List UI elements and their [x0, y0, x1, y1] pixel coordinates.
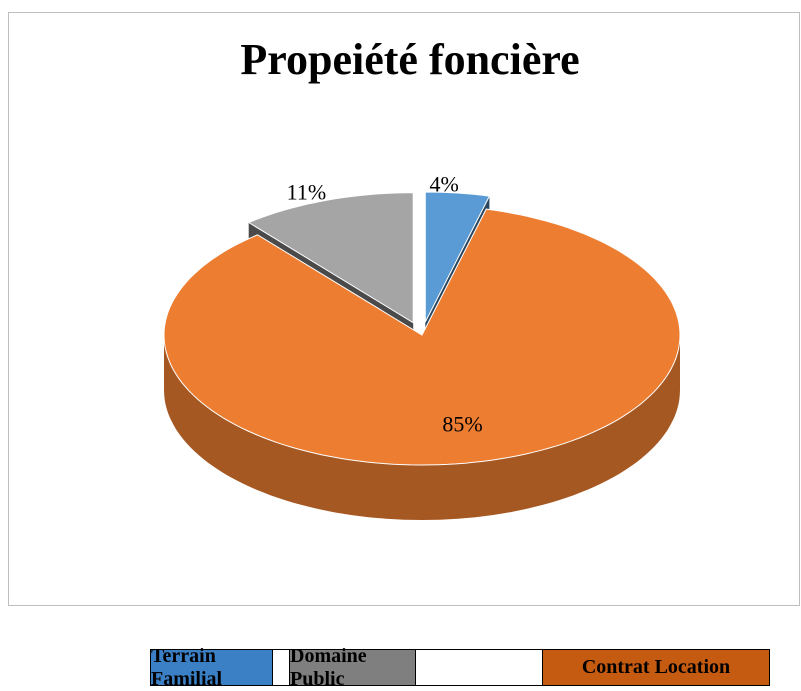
chart-title: Propeiété foncière [240, 35, 579, 84]
legend-gap [273, 649, 289, 686]
pie [163, 191, 681, 520]
legend-gap [416, 649, 542, 686]
data-label: 85% [442, 411, 482, 436]
legend-entry: Domaine Public [289, 645, 416, 690]
slice [163, 208, 681, 520]
legend-entry: Terrain Familial [150, 645, 273, 690]
slice-side [164, 335, 680, 520]
data-label: 11% [287, 179, 327, 204]
slice-top [424, 191, 491, 323]
slice-top [247, 192, 414, 324]
data-label: 4% [430, 172, 459, 197]
chart: Propeiété foncière 4% 11% 85% [8, 12, 800, 606]
slice-top [163, 208, 681, 466]
legend: Terrain Familial Domaine Public Contrat Lo… [150, 645, 770, 690]
legend-entry: Contrat Location [542, 649, 770, 686]
